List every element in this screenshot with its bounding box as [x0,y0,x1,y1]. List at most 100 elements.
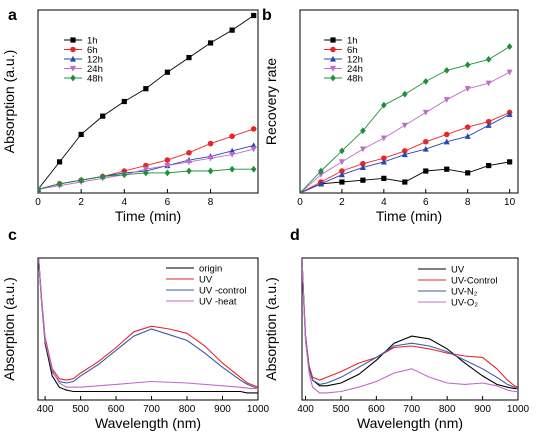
data-point [164,169,171,177]
data-point [78,176,84,184]
series-line [38,128,254,190]
x-tick-label: 8 [208,197,214,208]
series-48h [300,43,513,193]
legend-label: 48h [347,73,363,84]
x-tick-label: 900 [474,404,491,415]
data-point [338,159,345,166]
x-tick-label: 500 [333,404,350,415]
x-tick-label: 10 [504,197,516,208]
data-point [164,69,171,75]
data-point [317,172,324,178]
data-point [464,86,471,92]
legend-label: 6h [87,45,98,56]
data-point [485,122,492,128]
data-point [99,173,106,180]
x-tick-label: 500 [72,404,89,415]
x-tick-label: 2 [78,197,84,208]
y-axis-title: Absorption (a.u.) [263,277,279,381]
y-axis-title: Absorption (a.u.) [1,50,17,154]
legend-label: UV -control [199,285,247,296]
data-point [186,54,192,61]
data-point [229,27,235,33]
data-point [464,133,471,139]
data-point [506,111,513,117]
legend-marker [330,55,336,62]
data-point [207,40,214,46]
data-point [464,61,471,69]
legend-label: UV-N₂ [451,286,478,297]
legend-marker [70,74,76,82]
x-tick-label: 600 [108,404,125,415]
legend-label: UV [199,274,213,285]
data-point [360,177,366,183]
x-tick-label: 4 [381,197,387,208]
data-point [317,180,324,187]
data-point [143,169,149,177]
data-point [121,171,128,179]
data-point [164,162,171,169]
data-point [143,86,149,92]
data-point [422,145,429,152]
data-point [359,164,366,170]
x-tick-label: 0 [35,197,41,208]
panel-letter: d [290,227,300,244]
data-point [339,168,345,174]
data-point [229,133,235,140]
data-point [485,80,492,87]
data-point [250,165,257,173]
data-point [339,147,345,155]
data-point [402,90,408,98]
plot-frame [299,9,519,194]
x-tick-label: 700 [143,404,160,415]
x-tick-label: 1000 [247,404,270,415]
series-UV-Control [302,259,518,388]
x-axis-title: Time (min) [376,208,442,224]
series-1h [300,159,513,193]
data-point [380,135,387,142]
x-tick-label: 0 [297,197,303,208]
data-point [360,127,366,135]
x-tick-label: 600 [368,404,385,415]
data-point [38,185,41,193]
data-point [423,168,429,174]
data-point [401,151,408,158]
data-point [444,166,450,172]
series-UV [38,259,258,388]
legend-label: UV-Control [451,275,497,286]
data-point [339,179,345,185]
data-point [443,138,450,145]
data-point [56,159,63,165]
legend-label: 6h [347,45,358,56]
data-point [229,165,235,173]
data-point [443,97,450,103]
data-point [318,167,324,175]
x-tick-label: 900 [214,404,231,415]
data-point [121,98,127,105]
x-axis-title: Wavelength (nm) [357,415,463,431]
data-point [485,56,492,63]
series-24h [300,69,513,193]
legend-label: 1h [347,35,358,46]
x-tick-label: 400 [297,404,314,415]
legend-label: UV -heat [199,296,237,307]
data-point [250,146,257,153]
x-tick-label: 6 [165,197,171,208]
data-point [359,146,366,153]
series-line [300,71,510,193]
data-point [360,160,366,167]
data-point [465,170,471,176]
series-UV-O [302,259,518,394]
series-line [38,259,258,388]
data-point [422,77,429,85]
data-point [207,155,214,162]
series-UV-N [302,259,518,390]
data-point [485,118,492,125]
data-point [507,159,513,165]
data-point [229,151,236,158]
series-1h [38,12,257,192]
y-axis-title: Absorption (a.u.) [1,277,17,381]
data-point [486,162,492,169]
series-line [300,161,510,193]
x-tick-label: 800 [439,404,456,415]
x-tick-label: 8 [465,197,471,208]
